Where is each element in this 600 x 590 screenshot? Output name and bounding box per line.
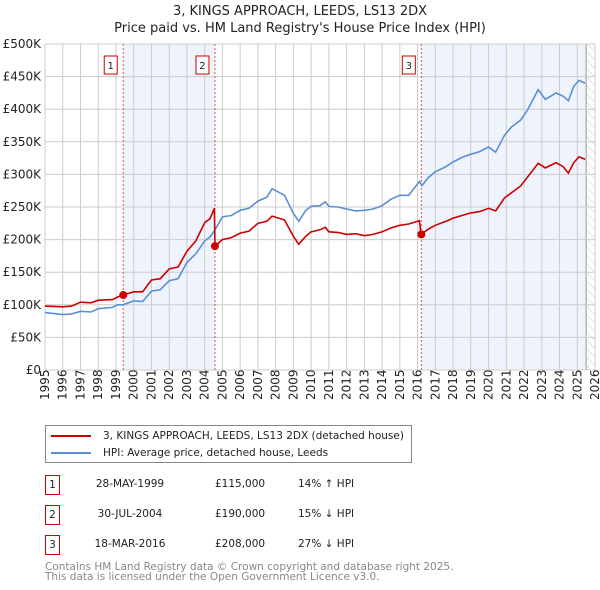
x-tick-label: 1995 [38,369,52,400]
sale-label: 1 [108,61,114,72]
x-tick-label: 2011 [322,369,336,400]
transaction-date: 18-MAR-2016 [94,538,166,550]
x-tick-label: 2022 [517,369,531,400]
x-tick-label: 2018 [446,369,460,400]
transaction-hpi: 15% ↓ HPI [298,508,355,520]
price-chart: 1995 1996 1997 1998 1999 2000 2001 2002 2003 2004… [3,37,600,400]
series-line [44,79,586,316]
x-tick-label: 2012 [340,369,354,400]
transaction-price: £208,000 [215,538,266,550]
legend: 3, KINGS APPROACH, LEEDS, LS13 2DX (deta… [45,425,412,463]
x-tick-label: 2021 [499,369,513,400]
x-tick-label: 2017 [428,369,442,400]
transaction-row: 3 18-MAR-2016 £208,000 27% ↓ HPI [45,535,445,555]
y-tick-label: £50K [10,330,42,344]
x-tick-label: 2001 [144,369,158,400]
y-tick-label: £500K [3,37,43,51]
x-tick-label: 2007 [251,369,265,400]
sale-label-box [103,55,118,75]
y-tick-label: £350K [3,135,43,149]
sale-point [417,230,426,239]
footer-licence: This data is licensed under the Open Gov… [45,571,380,583]
x-tick-label: 2016 [411,369,425,400]
y-tick-label: £100K [3,298,43,312]
x-tick-label: 2020 [482,369,496,400]
legend-item-hpi: HPI: Average price, detached house, Leed… [46,445,328,461]
x-tick-label: 1997 [73,369,87,400]
x-tick-label: 2019 [464,369,478,400]
y-tick-label: £250K [3,200,43,214]
transaction-price: £115,000 [215,478,266,490]
transaction-hpi: 14% ↑ HPI [298,478,355,490]
x-tick-label: 2025 [570,369,584,400]
x-tick-label: 2005 [215,369,229,400]
transaction-date: 30-JUL-2004 [97,508,163,520]
x-tick-label: 1996 [56,369,70,400]
transaction-number: 3 [45,535,60,555]
y-tick-label: £300K [3,167,43,181]
sale-label-box [401,55,416,75]
y-tick-label: £0 [26,363,41,377]
x-tick-label: 2006 [233,369,247,400]
transaction-date: 28-MAY-1999 [95,478,165,490]
footer-copyright: Contains HM Land Registry data © Crown c… [45,561,454,573]
x-tick-label: 2004 [198,369,212,400]
x-tick-label: 2014 [375,369,389,400]
x-tick-label: 2013 [357,369,371,400]
transaction-number: 1 [45,475,60,495]
sale-label-box [195,55,210,75]
y-tick-label: £450K [3,70,43,84]
x-tick-label: 2010 [304,369,318,400]
x-tick-label: 1998 [91,369,105,400]
transaction-price: £190,000 [215,508,266,520]
x-tick-label: 2000 [127,369,141,400]
x-tick-label: 2002 [162,369,176,400]
x-tick-label: 2015 [393,369,407,400]
y-tick-label: £150K [3,265,43,279]
x-tick-label: 2003 [180,369,194,400]
transaction-row: 1 28-MAY-1999 £115,000 14% ↑ HPI [45,475,445,495]
transaction-hpi: 27% ↓ HPI [298,538,355,550]
chart-title: 3, KINGS APPROACH, LEEDS, LS13 2DX [172,4,428,19]
sale-label: 2 [199,61,205,72]
transaction-row: 2 30-JUL-2004 £190,000 15% ↓ HPI [45,505,445,525]
series-line [44,155,586,308]
legend-item-property: 3, KINGS APPROACH, LEEDS, LS13 2DX (deta… [46,428,404,444]
sale-label: 3 [406,61,412,72]
transaction-number: 2 [45,505,60,525]
y-tick-label: £400K [3,102,43,116]
x-tick-label: 2026 [588,369,600,400]
sale-point [210,242,219,251]
legend-label: 3, KINGS APPROACH, LEEDS, LS13 2DX (deta… [103,430,404,442]
y-tick-label: £200K [3,233,43,247]
x-tick-label: 1999 [109,369,123,400]
legend-label: HPI: Average price, detached house, Leed… [103,447,329,459]
sale-point [119,291,128,300]
x-tick-label: 2024 [553,369,567,400]
legend-swatch [51,435,91,437]
x-tick-label: 2023 [535,369,549,400]
x-tick-label: 2008 [269,369,283,400]
legend-swatch [51,452,91,454]
chart-subtitle: Price paid vs. HM Land Registry's House … [114,21,486,36]
x-tick-label: 2009 [286,369,300,400]
